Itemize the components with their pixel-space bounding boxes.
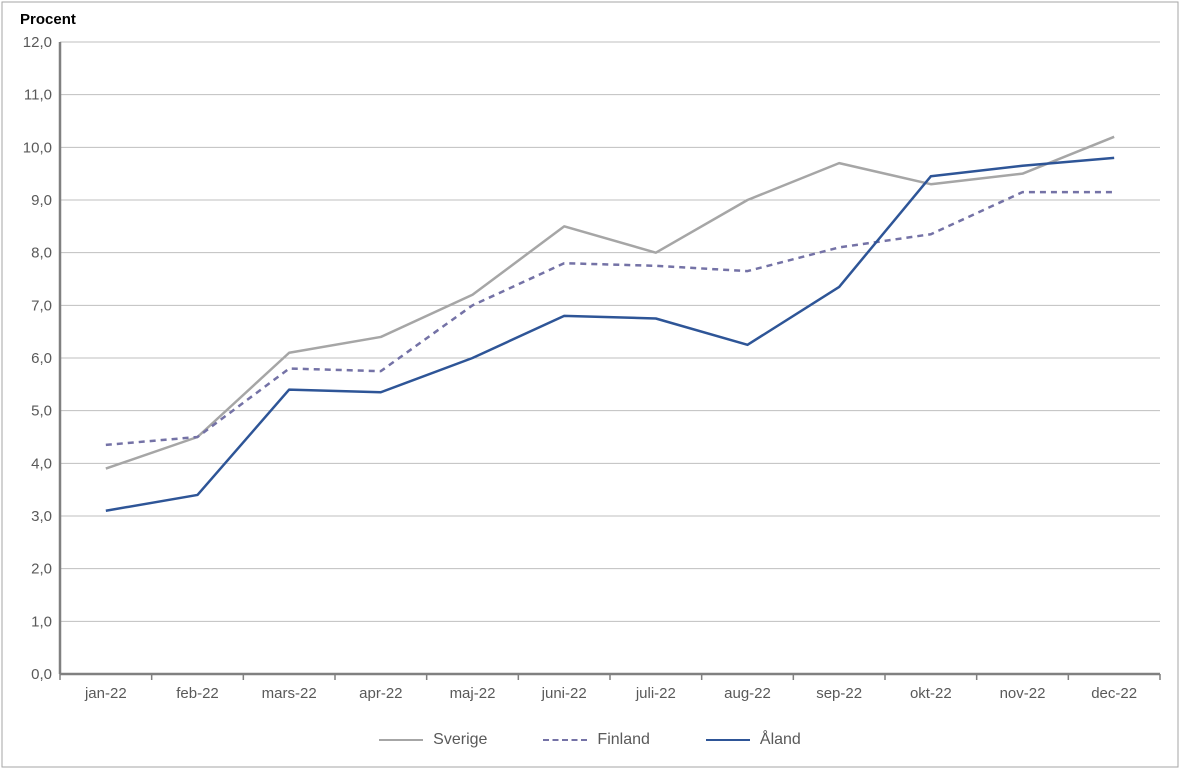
legend-item: Finland (543, 731, 649, 749)
x-tick-label: sep-22 (816, 685, 862, 702)
legend-swatch (379, 739, 423, 741)
y-tick-label: 0,0 (31, 666, 52, 683)
y-tick-label: 8,0 (31, 245, 52, 262)
x-tick-label: maj-22 (450, 685, 496, 702)
x-tick-label: feb-22 (176, 685, 219, 702)
line-chart: Procent 0,0 1,0 2,0 3,0 4,0 5,0 6,0 7,0 8,0 9,0 10,… (0, 0, 1180, 769)
x-tick-label: apr-22 (359, 685, 402, 702)
y-tick-label: 6,0 (31, 350, 52, 367)
chart-legend: Sverige Finland Åland (0, 728, 1180, 749)
x-tick-label: nov-22 (1000, 685, 1046, 702)
x-tick-label: jan-22 (84, 685, 127, 702)
legend-label: Sverige (433, 731, 487, 749)
legend-label: Åland (760, 731, 801, 749)
y-tick-label: 4,0 (31, 455, 52, 472)
x-tick-label: juni-22 (541, 685, 587, 702)
y-tick-label: 9,0 (31, 192, 52, 209)
y-tick-label: 1,0 (31, 613, 52, 630)
y-tick-label: 7,0 (31, 297, 52, 314)
legend-swatch (706, 739, 750, 741)
legend-swatch (543, 739, 587, 741)
legend-label: Finland (597, 731, 649, 749)
y-tick-label: 10,0 (23, 139, 52, 156)
y-tick-label: 3,0 (31, 508, 52, 525)
x-tick-label: mars-22 (262, 685, 317, 702)
y-tick-label: 5,0 (31, 403, 52, 420)
x-tick-label: aug-22 (724, 685, 771, 702)
x-tick-label: dec-22 (1091, 685, 1137, 702)
legend-item: Åland (706, 731, 801, 749)
x-tick-label: okt-22 (910, 685, 952, 702)
y-tick-label: 2,0 (31, 561, 52, 578)
legend-item: Sverige (379, 731, 487, 749)
y-tick-label: 11,0 (24, 87, 52, 104)
y-tick-label: 12,0 (23, 34, 52, 51)
chart-svg: Procent 0,0 1,0 2,0 3,0 4,0 5,0 6,0 7,0 8,0 9,0 10,… (0, 0, 1180, 769)
y-axis-title: Procent (20, 11, 76, 28)
x-tick-label: juli-22 (635, 685, 676, 702)
